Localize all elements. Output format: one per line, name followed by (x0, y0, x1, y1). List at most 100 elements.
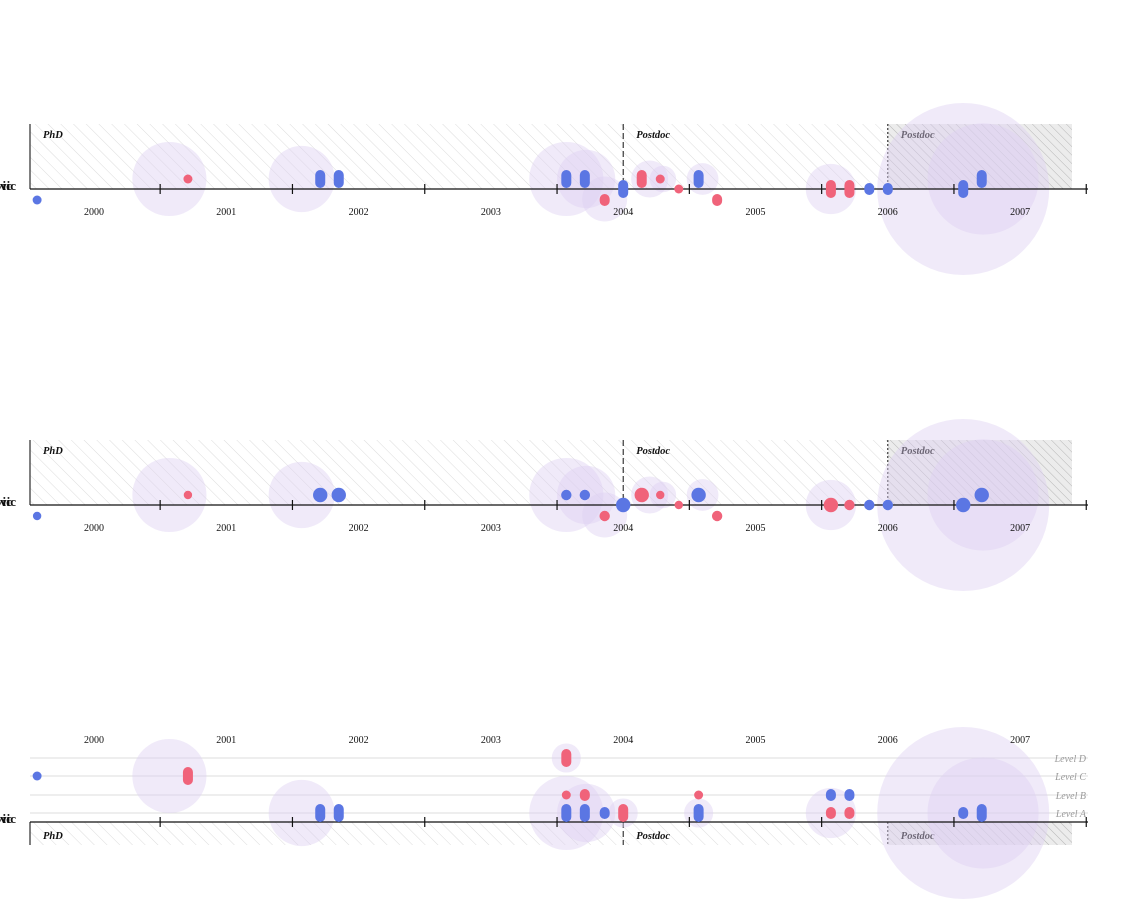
event-dot-red (655, 174, 665, 184)
period-band (30, 124, 624, 189)
event-dot-blue (331, 487, 346, 503)
event-dot-red (183, 174, 193, 184)
person-label: vic (0, 178, 16, 193)
influence-halo (268, 779, 335, 847)
event-stack-blue (315, 170, 326, 188)
event-dot-red (656, 490, 665, 500)
period-label: Postdoc (901, 446, 935, 457)
level-label: Level B (1055, 791, 1086, 802)
event-dot-blue (32, 771, 42, 781)
event-stack-red (825, 807, 836, 819)
person-label: vic (0, 811, 16, 826)
period-label: Postdoc (636, 130, 670, 141)
year-tick-label: 2000 (84, 523, 104, 534)
level-label: Level A (1055, 809, 1087, 820)
year-tick-label: 2000 (84, 207, 104, 218)
period-label: PhD (43, 130, 63, 141)
event-stack-red (712, 194, 723, 206)
year-tick-label: 2005 (746, 735, 766, 746)
period-label: Postdoc (636, 446, 670, 457)
year-tick-label: 2007 (1010, 735, 1030, 746)
period-label: PhD (43, 831, 63, 842)
level-label: Level D (1054, 754, 1087, 765)
points-layer (32, 170, 987, 206)
event-dot-blue (882, 499, 893, 511)
event-dot-red (711, 510, 723, 522)
period-label: Postdoc (901, 831, 935, 842)
event-stack-red (844, 180, 855, 198)
event-dot-blue (32, 511, 42, 521)
event-stack-blue (333, 170, 344, 188)
event-dot-blue (561, 489, 572, 501)
timeline-panel-2: PhD Postdoc Postdoc 2000 2001 2002 2003 2004 200… (0, 419, 1088, 591)
level-label: Level C (1054, 772, 1086, 783)
event-stack-blue (976, 170, 987, 188)
event-stack-red (182, 767, 193, 785)
event-dot-red (183, 490, 193, 500)
timeline-panel-1: PhD Postdoc Postdoc 2000 2001 2002 2003 2004 200… (0, 103, 1088, 275)
event-stack-red (561, 749, 572, 767)
event-dot-blue (956, 497, 971, 513)
points-layer (32, 749, 987, 822)
event-stack-blue (958, 180, 969, 198)
event-stack-blue (561, 804, 572, 822)
year-tick-label: 2002 (349, 735, 369, 746)
person-label: vic (0, 494, 16, 509)
event-stack-red (636, 170, 647, 188)
event-stack-blue (579, 804, 590, 822)
year-tick-label: 2002 (349, 207, 369, 218)
event-stack-blue (333, 804, 344, 822)
timeline-panel-3: PhD Postdoc Postdoc Level D Level C Level B Le… (0, 727, 1088, 899)
period-band (623, 124, 888, 189)
person-label-visible: vic (0, 811, 12, 826)
year-tick-label: 2002 (349, 523, 369, 534)
year-tick-label: 2001 (216, 207, 236, 218)
event-dot-red (561, 790, 571, 800)
event-dot-red (674, 500, 683, 510)
influence-halo (631, 160, 669, 198)
event-dot-blue (864, 499, 875, 511)
year-tick-label: 2003 (481, 523, 501, 534)
person-label-visible: vic (0, 494, 12, 509)
period-band (623, 822, 888, 845)
year-tick-label: 2004 (613, 207, 633, 218)
year-tick-label: 2003 (481, 735, 501, 746)
period-band (623, 440, 888, 505)
event-stack-red (599, 194, 610, 206)
event-dot-blue (616, 497, 631, 513)
year-tick-label: 2007 (1010, 207, 1030, 218)
event-stack-blue (599, 807, 610, 819)
event-stack-blue (864, 183, 875, 195)
event-dot-blue (313, 487, 328, 503)
event-stack-red (579, 789, 590, 801)
event-stack-red (825, 180, 836, 198)
event-dot-red (844, 499, 855, 511)
event-dot-blue (579, 489, 591, 501)
period-band (30, 822, 624, 845)
year-tick-label: 2001 (216, 735, 236, 746)
period-label: Postdoc (901, 130, 935, 141)
event-stack-blue (976, 804, 987, 822)
halo-layer (132, 727, 1050, 899)
period-label: Postdoc (636, 831, 670, 842)
event-dot-red (599, 510, 610, 522)
event-dot-red (694, 790, 704, 800)
year-tick-label: 2000 (84, 735, 104, 746)
period-label: PhD (43, 446, 63, 457)
influence-halo (132, 457, 207, 533)
year-tick-label: 2003 (481, 207, 501, 218)
year-tick-label: 2004 (613, 735, 633, 746)
year-tick-label: 2006 (878, 207, 898, 218)
event-stack-blue (693, 170, 704, 188)
event-stack-blue (618, 180, 629, 198)
event-stack-blue (315, 804, 326, 822)
event-stack-blue (958, 807, 969, 819)
year-tick-label: 2006 (878, 735, 898, 746)
influence-halo (268, 461, 335, 529)
points-layer (32, 487, 989, 522)
influence-halo (132, 141, 207, 217)
year-tick-label: 2005 (746, 207, 766, 218)
year-tick-label: 2005 (746, 523, 766, 534)
event-dot-red (823, 497, 839, 513)
